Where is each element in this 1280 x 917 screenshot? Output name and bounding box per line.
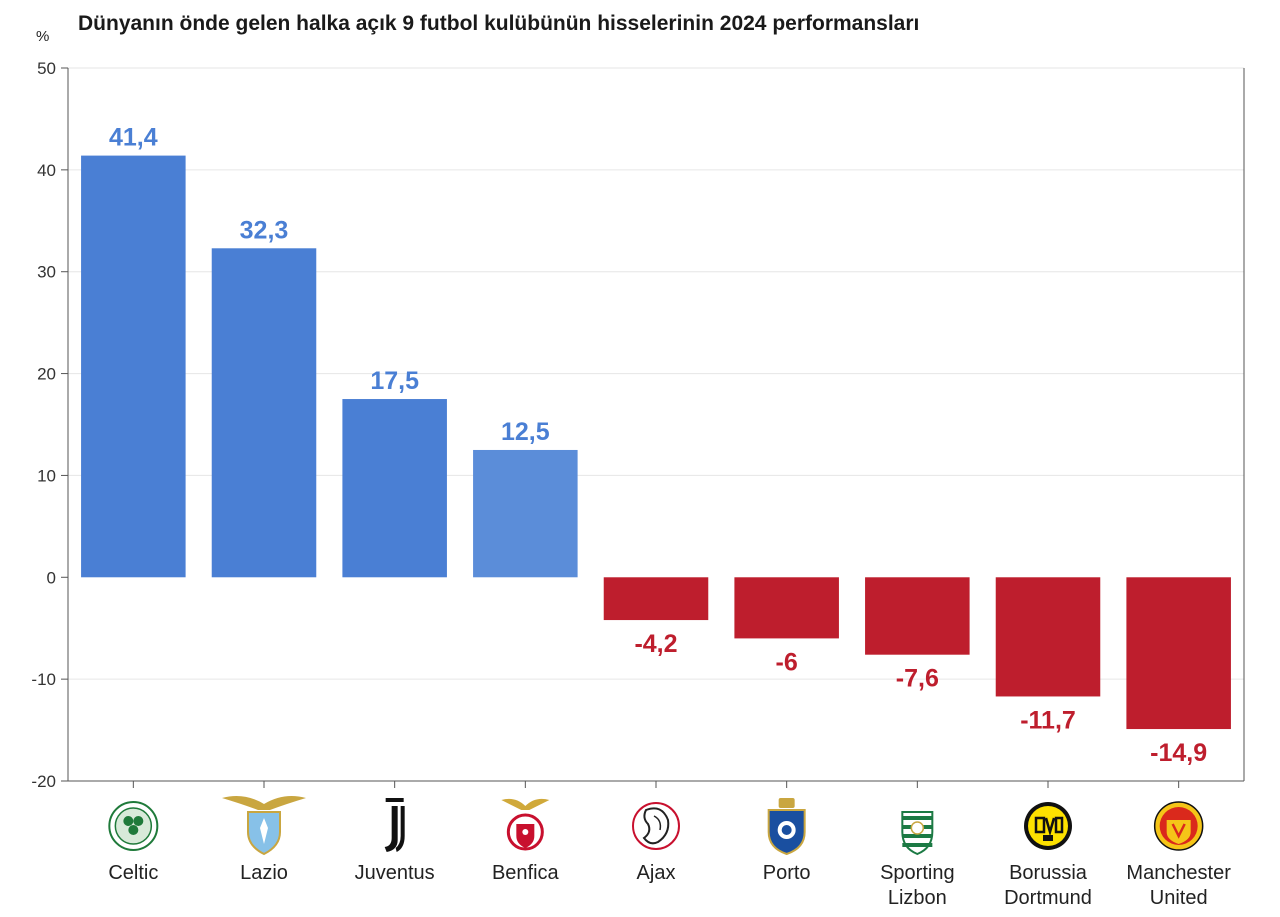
- category-label: Celtic: [108, 862, 158, 884]
- category-label: Porto: [763, 862, 811, 884]
- y-tick-label: 50: [37, 59, 56, 78]
- bars: [81, 155, 1231, 730]
- value-label: 12,5: [501, 418, 550, 446]
- y-tick-label: 0: [47, 568, 56, 587]
- value-label: -7,6: [896, 665, 939, 693]
- value-label: -6: [776, 648, 798, 676]
- value-label: -14,9: [1150, 739, 1207, 767]
- y-tick-label: -10: [31, 670, 56, 689]
- category-label: Lizbon: [888, 887, 947, 909]
- value-label: -4,2: [634, 630, 677, 658]
- value-label: -11,7: [1020, 706, 1076, 734]
- ajax-logo-icon: [632, 802, 680, 850]
- bar: [734, 577, 839, 639]
- sporting-logo-icon: [901, 811, 934, 856]
- benfica-logo-icon: [501, 798, 550, 851]
- bar: [1126, 577, 1231, 730]
- category-label: Manchester: [1126, 862, 1231, 884]
- porto-logo-icon: [767, 798, 806, 856]
- value-label: 17,5: [370, 367, 419, 395]
- category-label: Sporting: [880, 862, 955, 884]
- category-label: Ajax: [637, 862, 676, 884]
- category-labels: Celtic Lazio Juventus Benfica Ajax Porto Sport…: [108, 862, 1231, 909]
- value-label: 41,4: [109, 124, 158, 152]
- category-label: Benfica: [492, 862, 560, 884]
- category-label: Dortmund: [1004, 887, 1092, 909]
- category-label: Borussia: [1009, 862, 1088, 884]
- bar: [995, 577, 1101, 697]
- dortmund-logo-icon: [1024, 802, 1072, 850]
- bar: [342, 399, 447, 578]
- y-axis-unit-label: %: [36, 28, 50, 45]
- y-tick-label: 10: [37, 466, 56, 485]
- celtic-logo-icon: [108, 801, 159, 851]
- y-tick-label: 40: [37, 161, 56, 180]
- y-tick-label: -20: [31, 772, 56, 791]
- lazio-logo-icon: [222, 796, 306, 856]
- category-label: Lazio: [240, 862, 288, 884]
- y-tick-label: 20: [37, 365, 56, 384]
- bar: [81, 155, 186, 578]
- bar: [473, 449, 578, 578]
- chart-title: Dünyanın önde gelen halka açık 9 futbol …: [78, 12, 920, 35]
- axes: 50 40 30 20 10 0 -10 -20: [31, 59, 1245, 791]
- bar: [865, 577, 970, 655]
- club-logos: [108, 796, 1204, 856]
- bar: [603, 577, 709, 621]
- value-label: 32,3: [240, 216, 289, 244]
- category-label: United: [1150, 887, 1208, 909]
- bar: [211, 248, 317, 578]
- value-labels: 41,4 32,3 17,5 12,5 -4,2 -6 -7,6 -11,7 -14,9: [109, 124, 1207, 767]
- category-label: Juventus: [355, 862, 435, 884]
- y-tick-label: 30: [37, 263, 56, 282]
- juventus-logo-icon: [384, 798, 405, 852]
- manchester-united-logo-icon: [1153, 801, 1204, 851]
